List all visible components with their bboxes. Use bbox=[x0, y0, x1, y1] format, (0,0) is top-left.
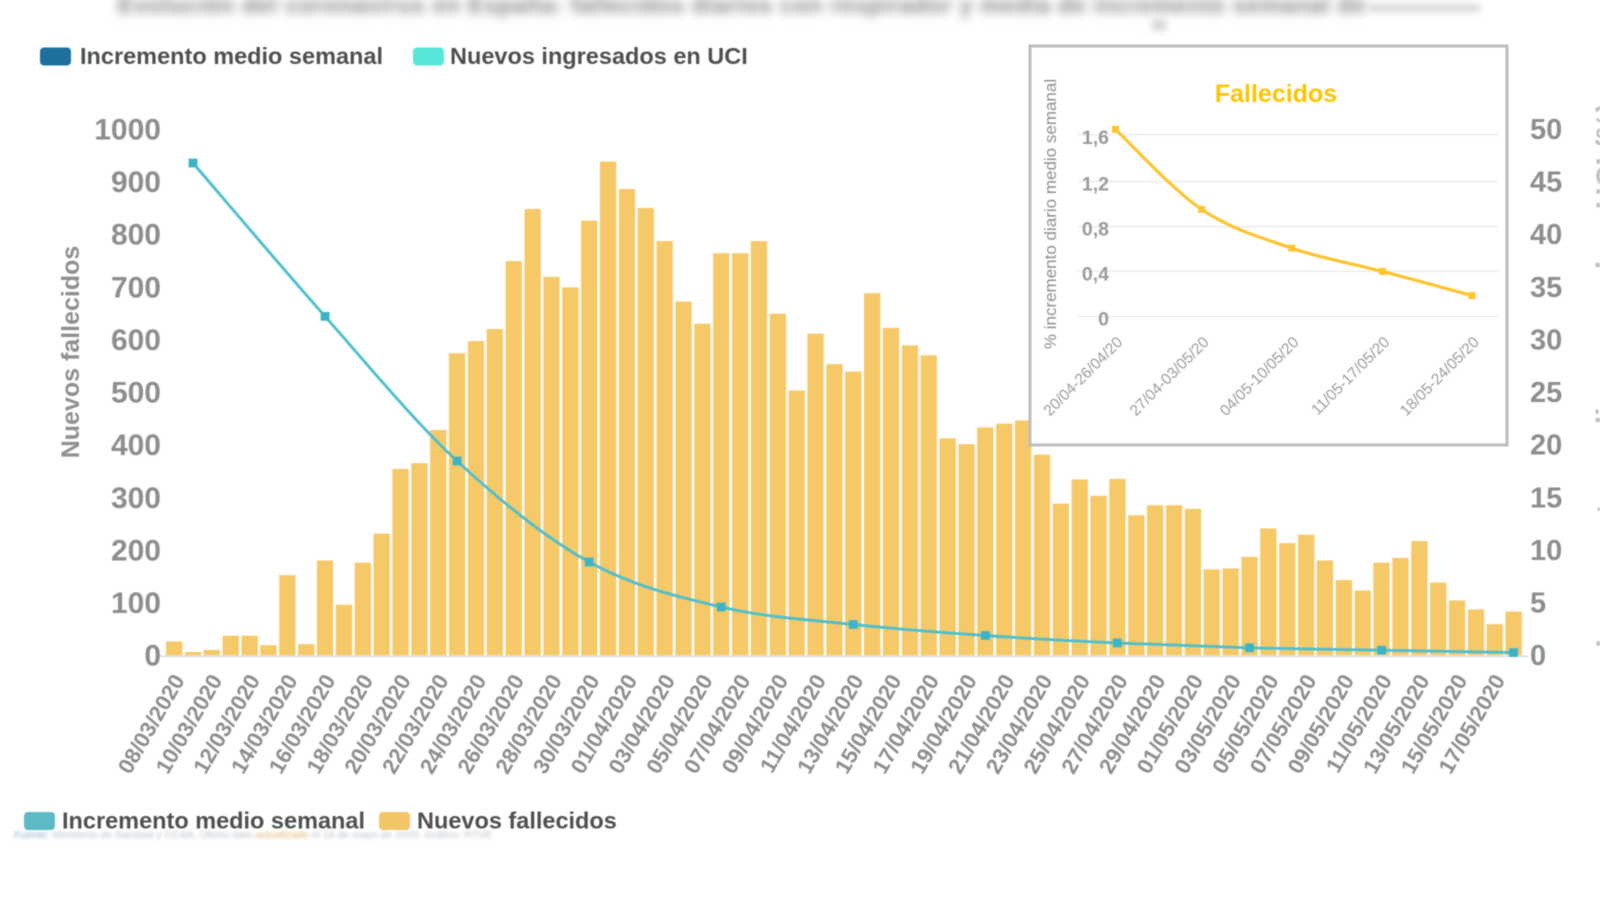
svg-text:% incremento diario medio sema: % incremento diario medio semanal bbox=[1041, 79, 1060, 349]
svg-text:0: 0 bbox=[1530, 640, 1546, 672]
svg-text:0,8: 0,8 bbox=[1082, 219, 1109, 241]
svg-text:30: 30 bbox=[1530, 325, 1562, 357]
svg-text:0,4: 0,4 bbox=[1082, 263, 1109, 285]
svg-text:Nuevos fallecidos: Nuevos fallecidos bbox=[57, 246, 85, 459]
svg-text:45: 45 bbox=[1530, 167, 1562, 199]
svg-text:Incremento medio semanal en UC: Incremento medio semanal en UCI (%) bbox=[1591, 102, 1600, 647]
svg-text:100: 100 bbox=[111, 587, 161, 620]
svg-text:1000: 1000 bbox=[94, 114, 161, 147]
svg-text:900: 900 bbox=[111, 166, 161, 199]
svg-text:Nuevos ingresados en UCI: Nuevos ingresados en UCI bbox=[450, 43, 748, 69]
svg-text:400: 400 bbox=[111, 429, 161, 462]
svg-text:15: 15 bbox=[1530, 482, 1562, 514]
svg-text:300: 300 bbox=[111, 482, 161, 515]
svg-text:1,2: 1,2 bbox=[1082, 173, 1109, 195]
svg-text:0: 0 bbox=[144, 640, 161, 673]
svg-text:5: 5 bbox=[1530, 588, 1546, 620]
svg-text:600: 600 bbox=[111, 324, 161, 357]
svg-text:Nuevos fallecidos: Nuevos fallecidos bbox=[417, 808, 617, 834]
svg-text:500: 500 bbox=[111, 377, 161, 410]
svg-text:0: 0 bbox=[1098, 309, 1109, 331]
svg-text:700: 700 bbox=[111, 271, 161, 304]
svg-text:Fallecidos: Fallecidos bbox=[1215, 80, 1337, 108]
svg-text:20: 20 bbox=[1530, 430, 1562, 462]
svg-text:Incremento medio semanal: Incremento medio semanal bbox=[62, 808, 365, 834]
svg-text:35: 35 bbox=[1530, 272, 1562, 304]
svg-text:200: 200 bbox=[111, 535, 161, 568]
svg-text:40: 40 bbox=[1530, 219, 1562, 251]
svg-text:10: 10 bbox=[1530, 535, 1562, 567]
svg-text:50: 50 bbox=[1530, 114, 1562, 146]
svg-text:800: 800 bbox=[111, 219, 161, 252]
svg-text:25: 25 bbox=[1530, 377, 1562, 409]
svg-text:Incremento medio semanal: Incremento medio semanal bbox=[80, 43, 383, 69]
svg-text:1,6: 1,6 bbox=[1082, 127, 1109, 149]
